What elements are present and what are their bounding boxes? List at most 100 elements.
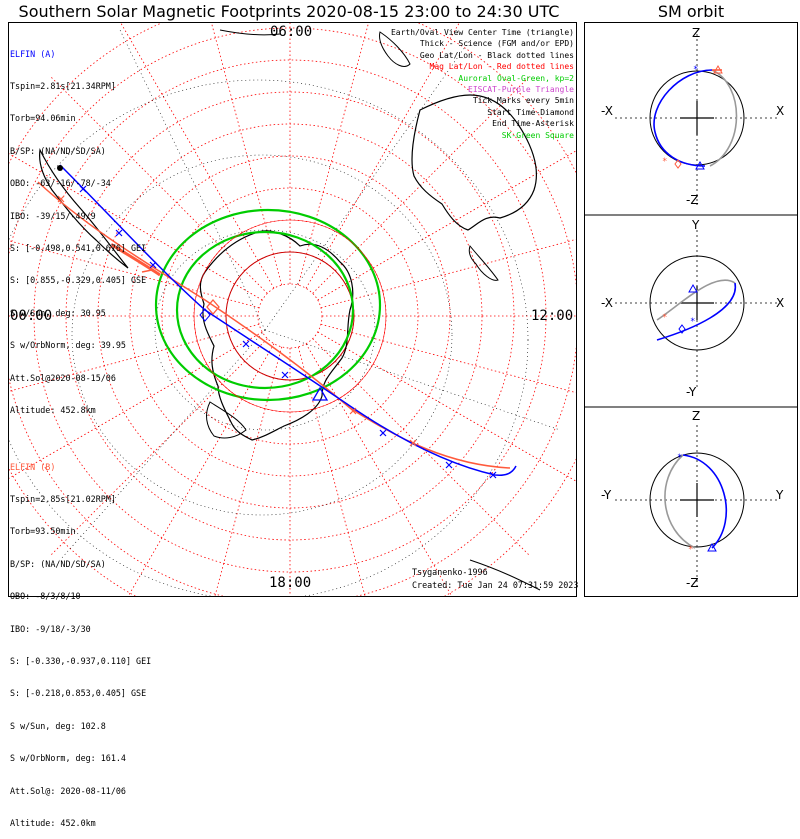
mag-lon-line (320, 323, 576, 394)
elfin-a-line: Tspin=2.81s[21.34RPM] (10, 80, 116, 91)
elfin-b-line: S: [-0.330,-0.937,0.110] GEI (10, 655, 152, 666)
elfin-b-line: IBO: -9/18/-3/30 (10, 623, 91, 634)
elfin-b-line: OBO: -8/3/8/10 (10, 591, 81, 602)
legend-item: Thick - Science (FGM and/or EPD) (419, 39, 574, 49)
created-timestamp: Created: Tue Jan 24 07:31:59 2023 (412, 580, 579, 590)
mag-lon-line (214, 346, 283, 596)
mlt-label-00: 00:00 (10, 308, 53, 324)
elfin-a-line: Att.Sol@2020-08-15/06 (10, 372, 116, 383)
south-america-coastline (39, 148, 129, 269)
sm-panel-xy: * * (615, 230, 779, 390)
footprint-map-frame (8, 22, 577, 597)
svg-text:*: * (662, 157, 667, 167)
elfin-a-line: Altitude: 452.8km (10, 404, 96, 415)
sm-yz-orbit-b (664, 454, 696, 549)
sm-yz-orbit-a (682, 454, 728, 549)
mag-lon-line (297, 346, 366, 596)
sm1-label-top: Z (692, 26, 701, 40)
australia-coastline (411, 94, 537, 231)
elfin-b-line: S: [-0.218,0.853,0.405] GSE (10, 688, 147, 699)
mag-lon-line (211, 23, 283, 286)
mag-lon-line (9, 240, 260, 309)
elfin-a-tick-marks (79, 185, 497, 479)
elfin-b-line: Altitude: 452.0km (10, 817, 96, 828)
sm3-label-top: Z (692, 409, 701, 423)
svg-text:*: * (677, 453, 682, 463)
elfin-b-line: Torb=93.50min (10, 526, 76, 537)
legend-item: Auroral Oval-Green, kp=2 (458, 73, 574, 83)
mlt-label-18: 18:00 (269, 575, 312, 591)
elfin-b-line: Att.Sol@: 2020-08-11/06 (10, 785, 126, 796)
mag-lon-line (9, 153, 263, 301)
legend-item: Tick Marks every 5min (472, 96, 574, 106)
sm-panel-yz: * * (615, 425, 779, 590)
legend-item: Earth/Oval View Center Time (triangle) (390, 28, 574, 37)
mag-lon-line (9, 331, 263, 479)
mag-lon-line (305, 343, 453, 596)
footprint-map (9, 23, 576, 596)
elfin-a-track (59, 164, 517, 476)
mag-lon-line (120, 23, 275, 289)
mag-lon-line (317, 150, 576, 301)
sm2-label-top: Y (692, 218, 700, 232)
elfin-a-info: ELFIN (A) Tspin=2.81s[21.34RPM] Torb=94.… (10, 27, 146, 426)
elfin-b-line: B/SP: (NA/ND/SD/SA) (10, 558, 106, 569)
legend-item: Geo Lat/Lon - Black dotted lines (419, 50, 574, 60)
mag-lon-line (49, 75, 268, 294)
mag-lon-line (305, 23, 460, 289)
elfin-b-tick-marks (57, 195, 417, 447)
elfin-b-track (37, 181, 511, 469)
mag-lon-line (297, 23, 369, 286)
mag-lon-line (9, 323, 260, 392)
sm-orbit-panels: * * * * * * (585, 34, 797, 590)
sm2-label-right: X (776, 296, 785, 310)
sm3-label-bottom: -Z (686, 576, 699, 590)
auroral-oval (154, 208, 382, 402)
legend-item: Start Time-Diamond (487, 107, 574, 117)
sm-panel-xz: * * (615, 34, 779, 205)
sm2-label-left: -X (601, 296, 613, 310)
mag-lon-line (312, 338, 531, 557)
model-credit: Tsyganenko-1996 (412, 567, 488, 577)
mag-lon-lines (9, 23, 576, 596)
map-legend: Earth/Oval View Center Time (triangle) T… (391, 27, 574, 141)
antarctica-coastline (199, 230, 354, 441)
page-title: Southern Solar Magnetic Footprints 2020-… (18, 2, 560, 21)
sm-orbit-frame (584, 22, 798, 597)
elfin-b-start-diamond (206, 299, 220, 315)
elfin-b-line: Tspin=2.85s[21.02RPM] (10, 493, 116, 504)
mag-lon-line (320, 238, 576, 309)
svg-text:*: * (693, 65, 698, 75)
mag-lon-line (317, 331, 576, 482)
sm3-label-right: Y (776, 488, 784, 502)
mlt-label-12: 12:00 (531, 308, 574, 324)
sm2-label-bottom: -Y (686, 385, 697, 399)
elfin-a-line: Torb=94.06min (10, 113, 76, 124)
elfin-a-line: S w/Sun, deg: 30.95 (10, 307, 106, 318)
elfin-b-name: ELFIN (B) (10, 461, 56, 472)
legend-item: EISCAT-Purple Triangle (468, 85, 574, 95)
elfin-a-line: OBO: -63/-16/-78/-34 (10, 178, 111, 189)
sm-xy-orbit-b (656, 279, 736, 321)
elfin-b-science-track (111, 243, 161, 277)
svg-text:*: * (662, 313, 667, 323)
elfin-a-line: IBO: -39/15/-49/9 (10, 210, 96, 221)
legend-item: SK-Green Square (501, 130, 574, 140)
elfin-a-line: B/SP: (NA/ND/SD/SA) (10, 145, 106, 156)
legend-item: End Time-Asterisk (492, 119, 574, 129)
sm3-label-left: -Y (601, 488, 612, 502)
elfin-b-line: S w/Sun, deg: 102.8 (10, 720, 106, 731)
polar-cap-circle (225, 251, 355, 381)
elfin-a-start-diamond (199, 308, 211, 322)
view-center-triangle (311, 386, 329, 401)
mag-lon-line (49, 338, 268, 557)
sm-xz-orbit-b (709, 69, 738, 167)
elfin-a-line: S: [-0.498,0.541,0.676] GEI (10, 242, 147, 253)
sm1-label-bottom: -Z (686, 193, 699, 207)
elfin-a-line: S w/OrbNorm, deg: 39.95 (10, 340, 126, 351)
svg-text:*: * (688, 545, 693, 555)
sm-xy-orbit-a (656, 282, 736, 341)
elfin-a-line: S: [0.855,-0.329,0.405] GSE (10, 275, 147, 286)
mag-lon-line (312, 75, 531, 294)
svg-text:*: * (690, 317, 695, 327)
